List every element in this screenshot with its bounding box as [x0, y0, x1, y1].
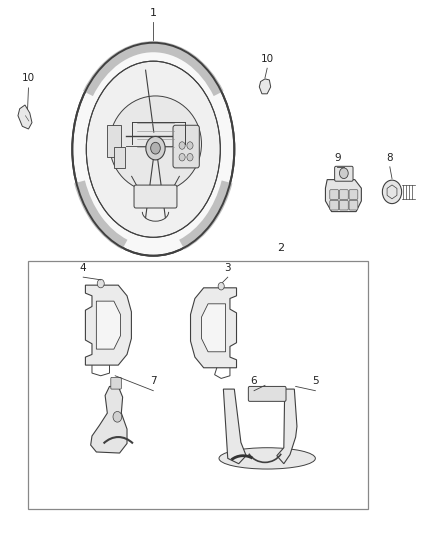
Circle shape: [179, 154, 185, 161]
Polygon shape: [223, 389, 246, 464]
Polygon shape: [191, 288, 237, 368]
Circle shape: [339, 168, 348, 179]
Text: 9: 9: [334, 152, 341, 163]
FancyBboxPatch shape: [134, 185, 177, 208]
Text: 7: 7: [150, 376, 157, 386]
Circle shape: [187, 154, 193, 161]
Polygon shape: [85, 285, 131, 365]
FancyBboxPatch shape: [330, 200, 339, 210]
Circle shape: [146, 136, 165, 160]
Circle shape: [113, 411, 122, 422]
FancyBboxPatch shape: [339, 190, 348, 199]
Circle shape: [187, 142, 193, 149]
FancyBboxPatch shape: [335, 166, 353, 181]
Polygon shape: [277, 389, 297, 464]
Ellipse shape: [219, 448, 315, 469]
FancyBboxPatch shape: [339, 200, 348, 210]
Ellipse shape: [72, 43, 234, 256]
Bar: [114, 147, 125, 168]
Circle shape: [151, 142, 160, 154]
FancyBboxPatch shape: [349, 190, 358, 199]
FancyBboxPatch shape: [330, 190, 339, 199]
Ellipse shape: [86, 61, 220, 237]
Circle shape: [382, 180, 402, 204]
FancyBboxPatch shape: [173, 125, 199, 168]
Polygon shape: [325, 180, 361, 212]
Text: 10: 10: [22, 72, 35, 83]
FancyBboxPatch shape: [349, 200, 358, 210]
Text: 5: 5: [312, 376, 319, 386]
Text: 8: 8: [386, 152, 393, 163]
Text: 6: 6: [251, 376, 258, 386]
Polygon shape: [91, 386, 127, 453]
Text: 1: 1: [150, 8, 157, 18]
Circle shape: [218, 282, 224, 290]
Text: 2: 2: [277, 243, 284, 253]
FancyBboxPatch shape: [111, 377, 121, 389]
Circle shape: [97, 279, 104, 288]
Polygon shape: [96, 301, 120, 349]
Text: 3: 3: [224, 263, 231, 273]
Polygon shape: [201, 304, 226, 352]
Text: 4: 4: [80, 263, 87, 273]
Polygon shape: [18, 105, 32, 129]
Ellipse shape: [110, 96, 201, 192]
Text: 10: 10: [261, 54, 274, 64]
Circle shape: [179, 142, 185, 149]
Bar: [28, 261, 368, 509]
Bar: [107, 125, 121, 157]
FancyBboxPatch shape: [248, 386, 286, 401]
Polygon shape: [259, 79, 271, 94]
